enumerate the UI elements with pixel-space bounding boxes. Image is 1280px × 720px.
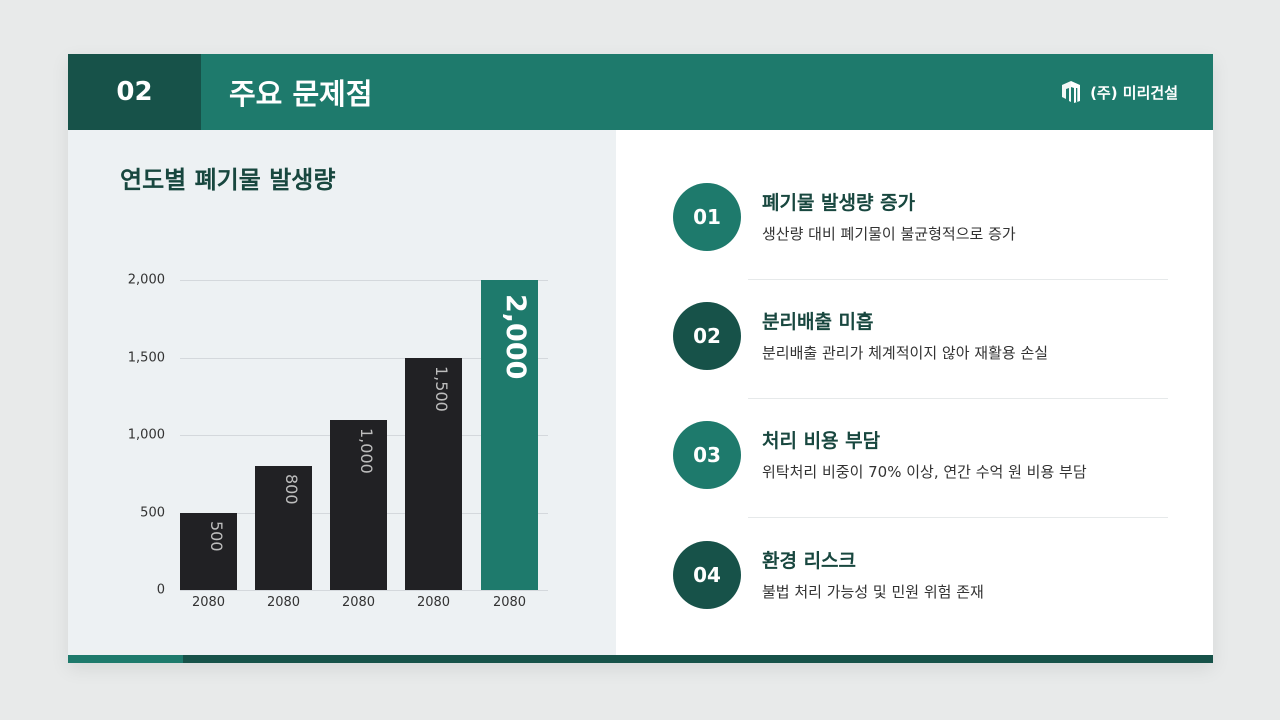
section-number: 02 <box>68 54 201 130</box>
page-title: 주요 문제점 <box>229 77 373 111</box>
x-tick-label: 2080 <box>266 595 301 610</box>
bar-value-label: 1,000 <box>357 427 376 474</box>
bar-value-label: 800 <box>282 474 301 505</box>
gridline <box>180 590 548 591</box>
footer-bar <box>68 655 1213 663</box>
bar: 2,000 <box>481 280 538 590</box>
bar-value-label: 1,500 <box>432 365 451 412</box>
y-tick-label: 1,000 <box>127 427 165 443</box>
bar: 800 <box>255 466 312 590</box>
divider <box>748 517 1168 518</box>
brand: (주) 미리건설 <box>1060 54 1178 130</box>
y-tick-label: 0 <box>156 582 165 598</box>
chart-title: 연도별 폐기물 발생량 <box>120 166 336 194</box>
divider <box>748 398 1168 399</box>
bar-value-label: 2,000 <box>500 294 531 380</box>
bar-value-label: 500 <box>207 520 226 552</box>
number-badge: 03 <box>673 421 741 489</box>
problem-title: 분리배출 미흡 <box>762 311 874 333</box>
y-tick-label: 1,500 <box>127 350 165 365</box>
bar: 500 <box>180 512 237 590</box>
brand-name: (주) 미리건설 <box>1090 83 1178 102</box>
number-badge: 01 <box>673 183 741 251</box>
building-logo-icon <box>1060 80 1082 104</box>
divider <box>748 279 1168 280</box>
bar: 1,500 <box>405 357 462 590</box>
x-tick-label: 2080 <box>416 595 451 610</box>
slide: 02 주요 문제점 (주) 미리건설 연도별 폐기물 발생량 0 500 1,000… <box>68 54 1213 663</box>
y-tick-label: 500 <box>140 505 165 520</box>
slide-header: 02 주요 문제점 (주) 미리건설 <box>68 54 1213 130</box>
problem-description: 생산량 대비 폐기물이 불균형적으로 증가 <box>762 225 1016 243</box>
y-tick-label: 2,000 <box>127 272 165 288</box>
problem-description: 분리배출 관리가 체계적이지 않아 재활용 손실 <box>762 344 1049 362</box>
number-badge: 04 <box>673 541 741 609</box>
bar: 1,000 <box>330 419 387 590</box>
x-tick-label: 2080 <box>341 595 376 610</box>
x-tick-label: 2080 <box>191 595 226 610</box>
gridline <box>180 280 548 281</box>
problem-description: 위탁처리 비중이 70% 이상, 연간 수억 원 비용 부담 <box>762 463 1087 481</box>
x-tick-label: 2080 <box>492 595 527 610</box>
problem-title: 환경 리스크 <box>762 550 857 572</box>
problem-title: 처리 비용 부담 <box>762 430 881 452</box>
gridline <box>180 357 548 359</box>
problem-description: 불법 처리 가능성 및 민원 위험 존재 <box>762 583 984 601</box>
problem-title: 폐기물 발생량 증가 <box>762 192 916 214</box>
footer-accent <box>68 655 183 663</box>
number-badge: 02 <box>673 302 741 370</box>
